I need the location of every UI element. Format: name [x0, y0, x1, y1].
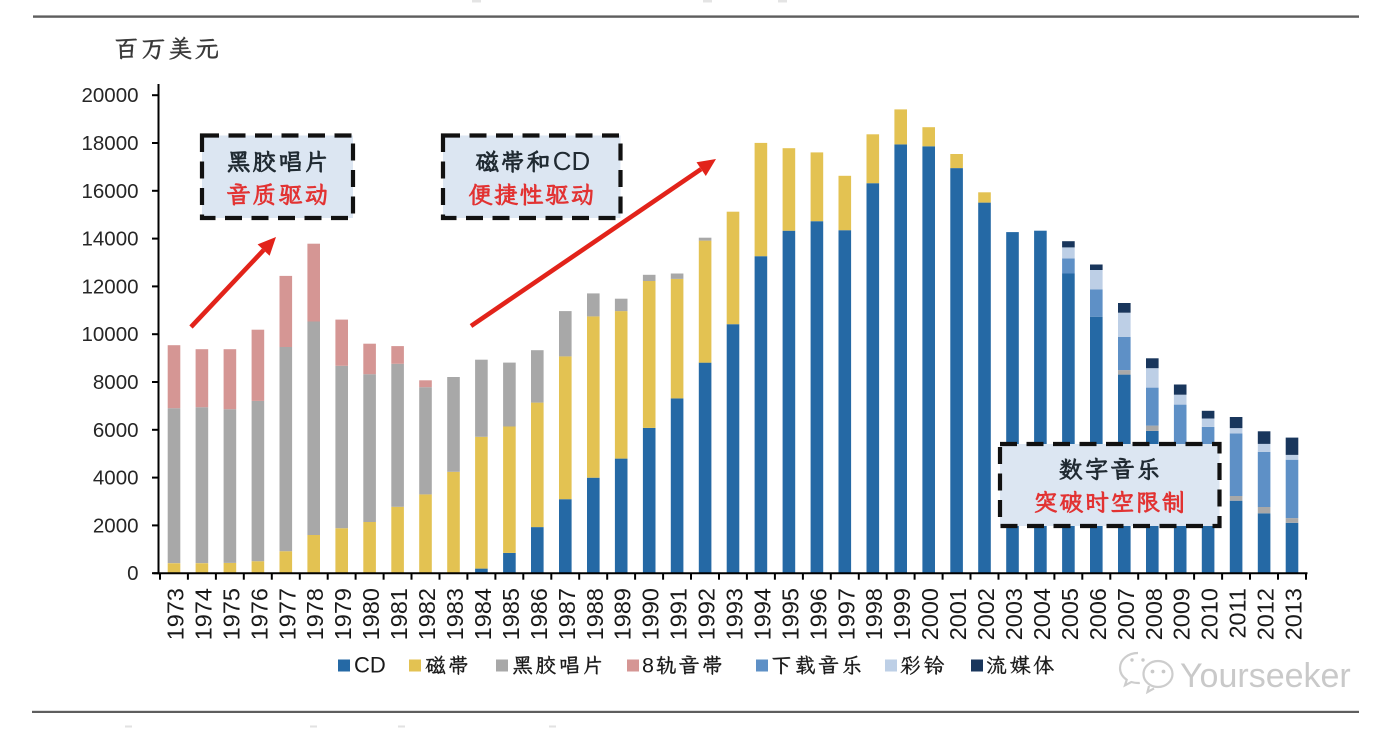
svg-text:1998: 1998 [861, 588, 887, 640]
svg-text:1980: 1980 [358, 588, 384, 640]
svg-text:1995: 1995 [777, 588, 803, 640]
svg-text:2004: 2004 [1029, 588, 1055, 640]
svg-text:2011: 2011 [1225, 588, 1251, 639]
svg-text:1992: 1992 [694, 588, 720, 640]
svg-text:Yourseeker: Yourseeker [1180, 657, 1351, 695]
svg-text:1996: 1996 [805, 588, 831, 640]
svg-text:2001: 2001 [945, 588, 971, 640]
svg-text:1989: 1989 [610, 588, 636, 640]
svg-text:2000: 2000 [93, 514, 139, 537]
svg-text:CD: CD [553, 148, 590, 176]
svg-text:1997: 1997 [833, 588, 859, 640]
svg-text:1988: 1988 [582, 588, 608, 640]
svg-text:1987: 1987 [554, 588, 580, 640]
svg-text:1975: 1975 [218, 588, 244, 640]
svg-text:2007: 2007 [1113, 588, 1139, 640]
svg-text:1999: 1999 [889, 588, 915, 640]
svg-text:1985: 1985 [498, 588, 524, 640]
svg-text:2000: 2000 [917, 588, 943, 640]
svg-text:2013: 2013 [1281, 588, 1307, 640]
svg-text:10000: 10000 [81, 323, 138, 346]
svg-text:1984: 1984 [470, 588, 496, 640]
svg-text:1986: 1986 [526, 588, 552, 640]
svg-text:1994: 1994 [749, 588, 775, 640]
svg-text:CD: CD [354, 653, 386, 678]
svg-text:1976: 1976 [246, 588, 272, 640]
svg-text:16000: 16000 [81, 180, 138, 203]
svg-text:2009: 2009 [1169, 588, 1195, 640]
svg-text:1977: 1977 [274, 588, 300, 640]
svg-text:6000: 6000 [93, 419, 139, 442]
svg-text:1973: 1973 [163, 588, 189, 640]
svg-text:8000: 8000 [93, 371, 139, 394]
svg-text:1981: 1981 [386, 588, 412, 640]
svg-text:1974: 1974 [190, 588, 216, 640]
svg-text:2010: 2010 [1197, 588, 1223, 640]
svg-text:1982: 1982 [414, 588, 440, 640]
svg-text:2012: 2012 [1253, 588, 1279, 640]
svg-text:8: 8 [642, 654, 654, 678]
svg-text:2008: 2008 [1141, 588, 1167, 640]
svg-text:1978: 1978 [302, 588, 328, 640]
svg-text:1990: 1990 [638, 588, 664, 640]
svg-text:2005: 2005 [1057, 588, 1083, 640]
svg-text:2002: 2002 [973, 588, 999, 640]
svg-text:2006: 2006 [1085, 588, 1111, 640]
svg-text:1993: 1993 [722, 588, 748, 640]
svg-text:18000: 18000 [81, 132, 138, 155]
svg-text:1991: 1991 [666, 588, 692, 640]
svg-text:2003: 2003 [1001, 588, 1027, 640]
svg-text:4000: 4000 [93, 467, 139, 490]
svg-text:0: 0 [127, 562, 138, 585]
svg-text:12000: 12000 [81, 275, 138, 298]
svg-text:1979: 1979 [330, 588, 356, 640]
svg-text:1983: 1983 [442, 588, 468, 640]
svg-text:20000: 20000 [81, 84, 138, 107]
svg-text:14000: 14000 [81, 228, 138, 251]
